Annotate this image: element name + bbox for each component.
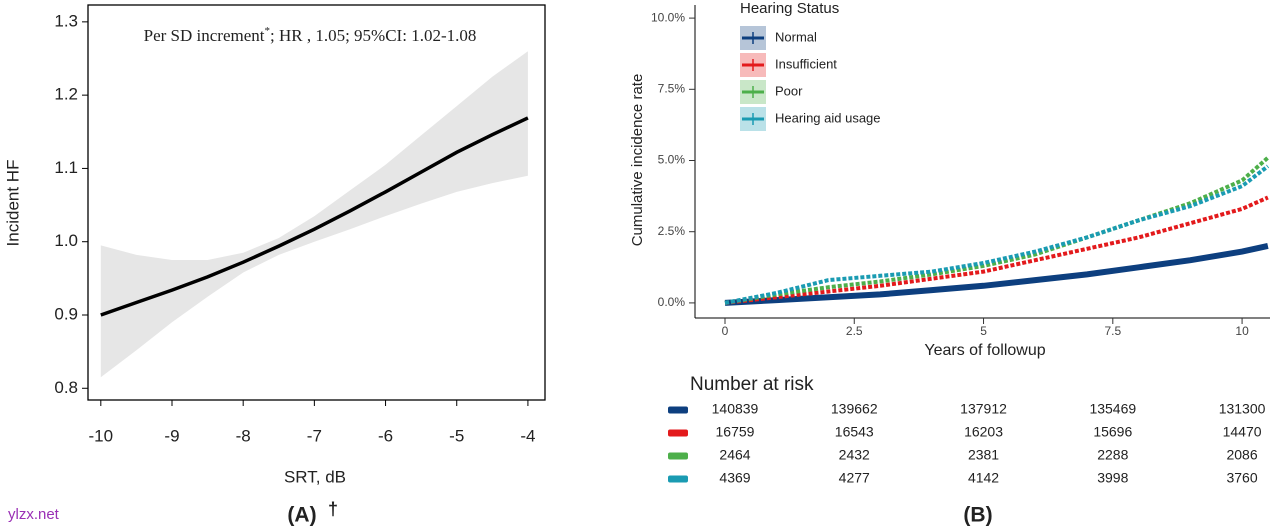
legend-label: Hearing aid usage bbox=[775, 110, 881, 125]
legend-label: Insufficient bbox=[775, 56, 837, 71]
y-tick-label: 1.0 bbox=[54, 231, 78, 250]
y-tick-label: 1.2 bbox=[54, 85, 78, 104]
risk-count: 131300 bbox=[1219, 401, 1266, 417]
legend-title: Hearing Status bbox=[740, 0, 839, 17]
risk-count: 3760 bbox=[1226, 470, 1257, 486]
y-tick-label: 5.0% bbox=[658, 153, 686, 167]
y-tick-label: 10.0% bbox=[651, 10, 685, 24]
risk-count: 2288 bbox=[1097, 447, 1128, 463]
risk-row-key bbox=[668, 406, 688, 414]
risk-row-key bbox=[668, 429, 688, 437]
caption: (A) bbox=[287, 504, 316, 527]
x-tick-label: -6 bbox=[378, 426, 393, 445]
annotation-part: Per SD increment bbox=[144, 26, 265, 45]
risk-count: 16203 bbox=[964, 424, 1003, 440]
risk-count: 2381 bbox=[968, 447, 999, 463]
x-tick-label: -10 bbox=[89, 426, 114, 445]
risk-count: 139662 bbox=[831, 401, 878, 417]
risk-count: 14470 bbox=[1223, 424, 1262, 440]
x-tick-label: -4 bbox=[520, 426, 535, 445]
risk-count: 4142 bbox=[968, 470, 999, 486]
y-tick-label: 7.5% bbox=[658, 81, 686, 95]
risk-row-key bbox=[668, 475, 688, 483]
risk-count: 15696 bbox=[1093, 424, 1132, 440]
incidence-line bbox=[724, 195, 1269, 305]
x-tick-label: 2.5 bbox=[846, 324, 863, 338]
risk-count: 4369 bbox=[719, 470, 750, 486]
x-tick-label: -5 bbox=[449, 426, 464, 445]
y-axis-label: Incident HF bbox=[3, 160, 22, 247]
annotation-superscript: * bbox=[265, 25, 271, 37]
risk-count: 140839 bbox=[712, 401, 759, 417]
annotation-part: ; HR , 1.05; 95%CI: 1.02-1.08 bbox=[270, 26, 476, 45]
y-tick-label: 1.1 bbox=[54, 158, 78, 177]
risk-count: 16543 bbox=[835, 424, 874, 440]
fit-line bbox=[100, 116, 529, 317]
x-tick-label: -8 bbox=[236, 426, 251, 445]
x-axis-label: SRT, dB bbox=[284, 467, 346, 486]
caption-mark: † bbox=[328, 499, 338, 519]
x-tick-label: -9 bbox=[164, 426, 179, 445]
y-tick-label: 0.8 bbox=[54, 378, 78, 397]
caption: (B) bbox=[963, 504, 992, 527]
y-tick-label: 2.5% bbox=[658, 224, 686, 238]
incidence-line bbox=[724, 156, 1270, 305]
x-tick-label: 7.5 bbox=[1104, 324, 1121, 338]
incidence-line bbox=[724, 242, 1269, 306]
x-tick-label: 5 bbox=[980, 324, 987, 338]
risk-count: 137912 bbox=[960, 401, 1007, 417]
risk-count: 2464 bbox=[719, 447, 750, 463]
legend-label: Normal bbox=[775, 29, 817, 44]
y-axis-label: Cumulative incidence rate bbox=[629, 74, 646, 247]
x-axis-label: Years of followup bbox=[924, 342, 1045, 359]
x-tick-label: 10 bbox=[1235, 324, 1249, 338]
risk-count: 3998 bbox=[1097, 470, 1128, 486]
confidence-band bbox=[100, 51, 528, 378]
x-tick-label: -7 bbox=[307, 426, 322, 445]
risk-count: 16759 bbox=[716, 424, 755, 440]
y-tick-label: 0.0% bbox=[658, 295, 686, 309]
risk-table-title: Number at risk bbox=[690, 374, 814, 395]
y-tick-label: 0.9 bbox=[54, 304, 78, 323]
y-tick-label: 1.3 bbox=[54, 11, 78, 30]
plot-frame bbox=[87, 4, 546, 401]
watermark: ylzx.net bbox=[8, 506, 60, 523]
risk-count: 4277 bbox=[839, 470, 870, 486]
x-tick-label: 0 bbox=[722, 324, 729, 338]
incidence-line bbox=[724, 164, 1270, 305]
risk-count: 2432 bbox=[839, 447, 870, 463]
risk-count: 135469 bbox=[1089, 401, 1136, 417]
risk-row-key bbox=[668, 452, 688, 460]
legend-label: Poor bbox=[775, 83, 803, 98]
risk-count: 2086 bbox=[1226, 447, 1257, 463]
annotation: Per SD increment*; HR , 1.05; 95%CI: 1.0… bbox=[144, 25, 477, 45]
